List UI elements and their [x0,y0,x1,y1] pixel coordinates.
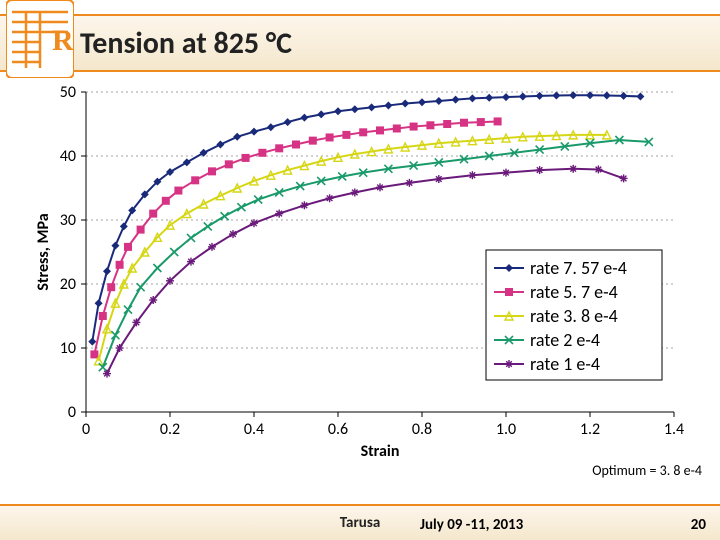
svg-text:10: 10 [60,339,76,358]
svg-text:30: 30 [60,211,76,230]
svg-text:40: 40 [60,147,76,166]
footer-center: Tarusa [340,514,380,532]
svg-text:1.0: 1.0 [496,420,516,439]
logo: R [6,0,74,78]
svg-text:rate 7. 57 e-4: rate 7. 57 e-4 [530,257,627,279]
svg-text:0: 0 [68,403,76,422]
svg-text:Stress, MPa: Stress, MPa [34,213,53,290]
title-band: Tension at 825 °C [0,14,720,72]
svg-text:rate 1 e-4: rate 1 e-4 [530,353,600,375]
page-number: 20 [691,516,706,534]
svg-text:R: R [52,24,74,57]
svg-text:0.6: 0.6 [328,420,348,439]
page-title: Tension at 825 °C [80,25,292,62]
footer: Tarusa [0,504,720,540]
chart: 0 10 20 30 40 50 0 0.2 0.4 0.6 0.8 1.0 1.2 1.4 Stress,… [34,86,694,460]
footer-date: July 09 -11, 2013 [420,516,523,534]
svg-text:1.2: 1.2 [580,420,600,439]
svg-text:Strain: Strain [361,442,400,460]
svg-text:0: 0 [82,420,90,439]
svg-text:rate 2 e-4: rate 2 e-4 [530,329,600,351]
svg-text:rate 3. 8 e-4: rate 3. 8 e-4 [530,305,618,327]
svg-text:rate 5. 7 e-4: rate 5. 7 e-4 [530,281,618,303]
svg-text:1.4: 1.4 [664,420,684,439]
svg-text:50: 50 [60,86,76,102]
optimum-text: Optimum = 3. 8 e-4 [592,462,702,479]
svg-text:0.4: 0.4 [244,420,264,439]
svg-text:20: 20 [60,275,76,294]
svg-text:0.8: 0.8 [412,420,432,439]
svg-text:0.2: 0.2 [160,420,180,439]
